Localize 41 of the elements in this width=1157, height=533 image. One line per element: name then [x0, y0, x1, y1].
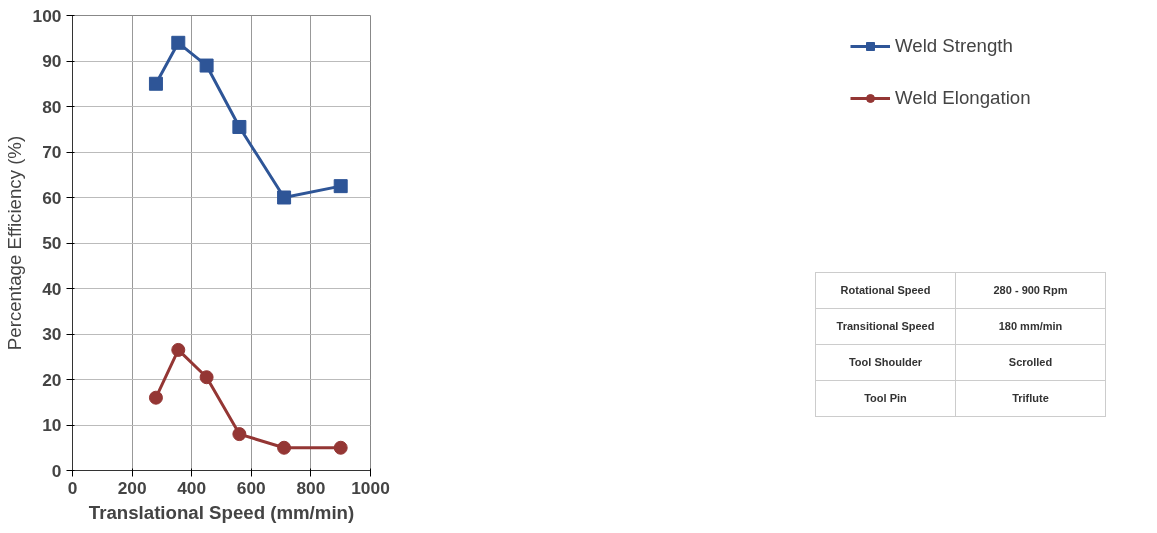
x-tick-label: 200	[117, 477, 147, 498]
y-tick-label: 50	[42, 233, 62, 253]
x-tick-label: 600	[236, 477, 266, 498]
point	[148, 76, 163, 91]
point	[277, 190, 292, 205]
point	[199, 370, 214, 385]
point	[232, 427, 247, 442]
x-tick-label: 1000	[351, 477, 390, 498]
y-tick-label: 80	[42, 96, 62, 117]
text: 180 mm/min	[955, 308, 1106, 345]
y-tick-label: 0	[51, 460, 62, 481]
point	[171, 35, 186, 50]
point	[333, 179, 348, 194]
point	[277, 440, 292, 455]
y-tick-label: 70	[42, 142, 62, 162]
y-tick-label: 30	[42, 324, 62, 344]
x-tick-label: 0	[67, 477, 78, 498]
y-axis-title: Percentage Efficiency (%)	[3, 135, 25, 351]
text: Tool Pin	[815, 380, 956, 417]
y-tick-label: 20	[42, 369, 62, 390]
point	[199, 58, 214, 73]
text: Scrolled	[955, 344, 1106, 381]
legend-label: Weld Elongation	[895, 87, 1032, 109]
y-tick-label: 40	[42, 278, 62, 299]
x-tick-label: 400	[177, 477, 207, 498]
legend-label: Weld Strength	[895, 35, 1014, 57]
text: Transitional Speed	[815, 308, 956, 345]
text: Rotational Speed	[815, 272, 956, 309]
y-tick-label: 90	[42, 51, 62, 71]
point	[171, 342, 186, 357]
text: Triflute	[955, 380, 1106, 417]
text: 280 - 900 Rpm	[955, 272, 1106, 309]
y-tick-label: 10	[42, 415, 62, 435]
point	[148, 390, 163, 405]
x-tick-label: 800	[296, 477, 326, 498]
y-tick-label: 60	[42, 187, 62, 208]
text: Tool Shoulder	[815, 344, 956, 381]
point	[333, 440, 348, 455]
y-tick-label: 100	[32, 5, 62, 26]
x-axis-title: Translational Speed (mm/min)	[88, 501, 355, 523]
point	[232, 119, 247, 134]
